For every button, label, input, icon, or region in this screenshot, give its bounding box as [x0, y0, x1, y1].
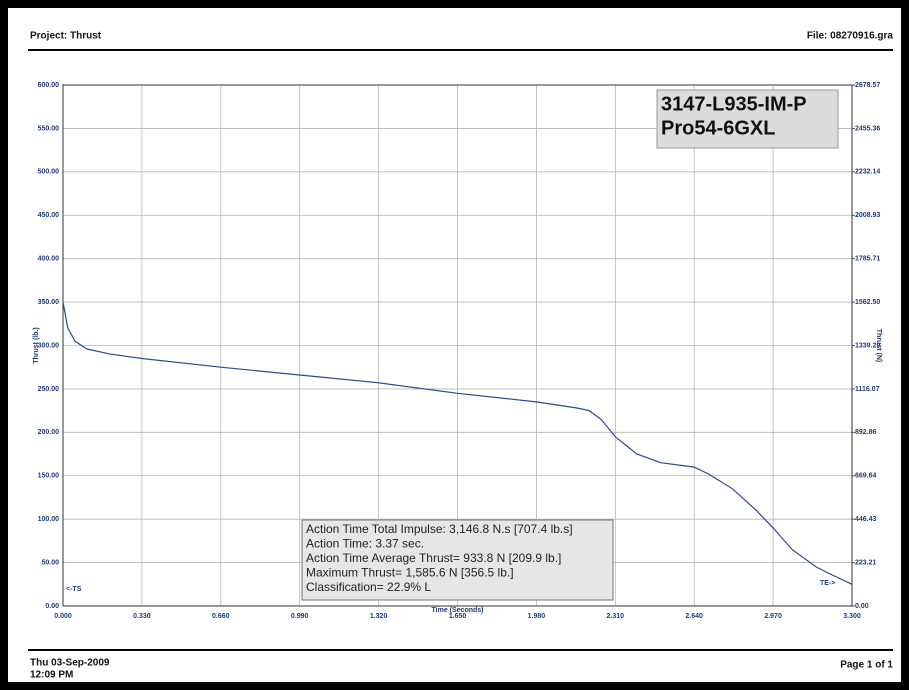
date: Thu 03-Sep-2009: [30, 658, 110, 669]
y-axis-label: Thrust (lb.): [33, 327, 40, 364]
x-tick-label: 0.990: [291, 613, 309, 620]
y-tick-label: 300.00: [38, 342, 60, 349]
x-tick-label: 2.970: [764, 613, 782, 620]
x-tick-label: 0.660: [212, 613, 230, 620]
y2-axis-label: Thrust (N): [875, 329, 882, 362]
y-tick-label: 50.00: [41, 559, 59, 566]
time: 12:09 PM: [30, 670, 73, 681]
y-tick-label: 550.00: [38, 125, 60, 132]
y2-tick-label: 446.43: [855, 516, 877, 523]
y-tick-label: 0.00: [45, 603, 59, 610]
info-line: Maximum Thrust= 1,585.6 N [356.5 lb.]: [306, 566, 514, 580]
x-tick-label: 2.310: [607, 613, 625, 620]
thrust-line: [62, 301, 853, 585]
y2-tick-label: 1562.50: [855, 299, 880, 306]
x-tick-label: 0.330: [133, 613, 151, 620]
y-tick-label: 400.00: [38, 256, 60, 263]
y-tick-label: 350.00: [38, 299, 60, 306]
ts-marker: <-TS: [66, 586, 82, 593]
y-tick-label: 150.00: [38, 473, 60, 480]
info-line: Action Time: 3.37 sec.: [306, 537, 424, 551]
y2-tick-label: 0.00: [855, 603, 869, 610]
y2-tick-label: 2678.57: [855, 82, 880, 89]
info-box: [301, 519, 614, 601]
x-tick-label: 3.300: [843, 613, 861, 620]
y2-tick-label: 1116.07: [855, 386, 880, 393]
info-line: Classification= 22.9% L: [306, 580, 431, 594]
plot-frame: [62, 84, 853, 607]
y-tick-label: 100.00: [38, 516, 60, 523]
page-number: Page 1 of 1: [840, 660, 893, 671]
y2-tick-label: 2008.93: [855, 212, 880, 219]
motor-label: 3147-L935-IM-P: [661, 93, 807, 115]
motor-box: [656, 89, 839, 149]
x-tick-label: 1.650: [449, 613, 467, 620]
info-line: Action Time Average Thrust= 933.8 N [209…: [306, 551, 561, 565]
x-tick-label: 0.000: [54, 613, 72, 620]
y-tick-label: 200.00: [38, 429, 60, 436]
y2-tick-label: 892.86: [855, 429, 877, 436]
y-tick-label: 250.00: [38, 386, 60, 393]
x-tick-label: 1.980: [528, 613, 546, 620]
y-tick-label: 600.00: [38, 82, 60, 89]
y-tick-label: 450.00: [38, 212, 60, 219]
y2-tick-label: 2232.14: [855, 169, 880, 176]
y2-tick-label: 2455.36: [855, 125, 880, 132]
x-tick-label: 1.320: [370, 613, 388, 620]
y2-tick-label: 1785.71: [855, 256, 880, 263]
te-marker: TE->: [820, 580, 835, 587]
x-axis-label: Time (Seconds): [432, 607, 484, 614]
y2-tick-label: 223.21: [855, 559, 877, 566]
info-line: Action Time Total Impulse: 3,146.8 N.s […: [306, 522, 573, 536]
y-tick-label: 500.00: [38, 169, 60, 176]
x-tick-label: 2.640: [685, 613, 703, 620]
y2-tick-label: 669.64: [855, 473, 877, 480]
project: Project: Thrust: [30, 31, 102, 42]
file: File: 08270916.gra: [807, 31, 894, 42]
y2-tick-label: 1339.29: [855, 342, 880, 349]
motor-label: Pro54-6GXL: [661, 117, 775, 139]
